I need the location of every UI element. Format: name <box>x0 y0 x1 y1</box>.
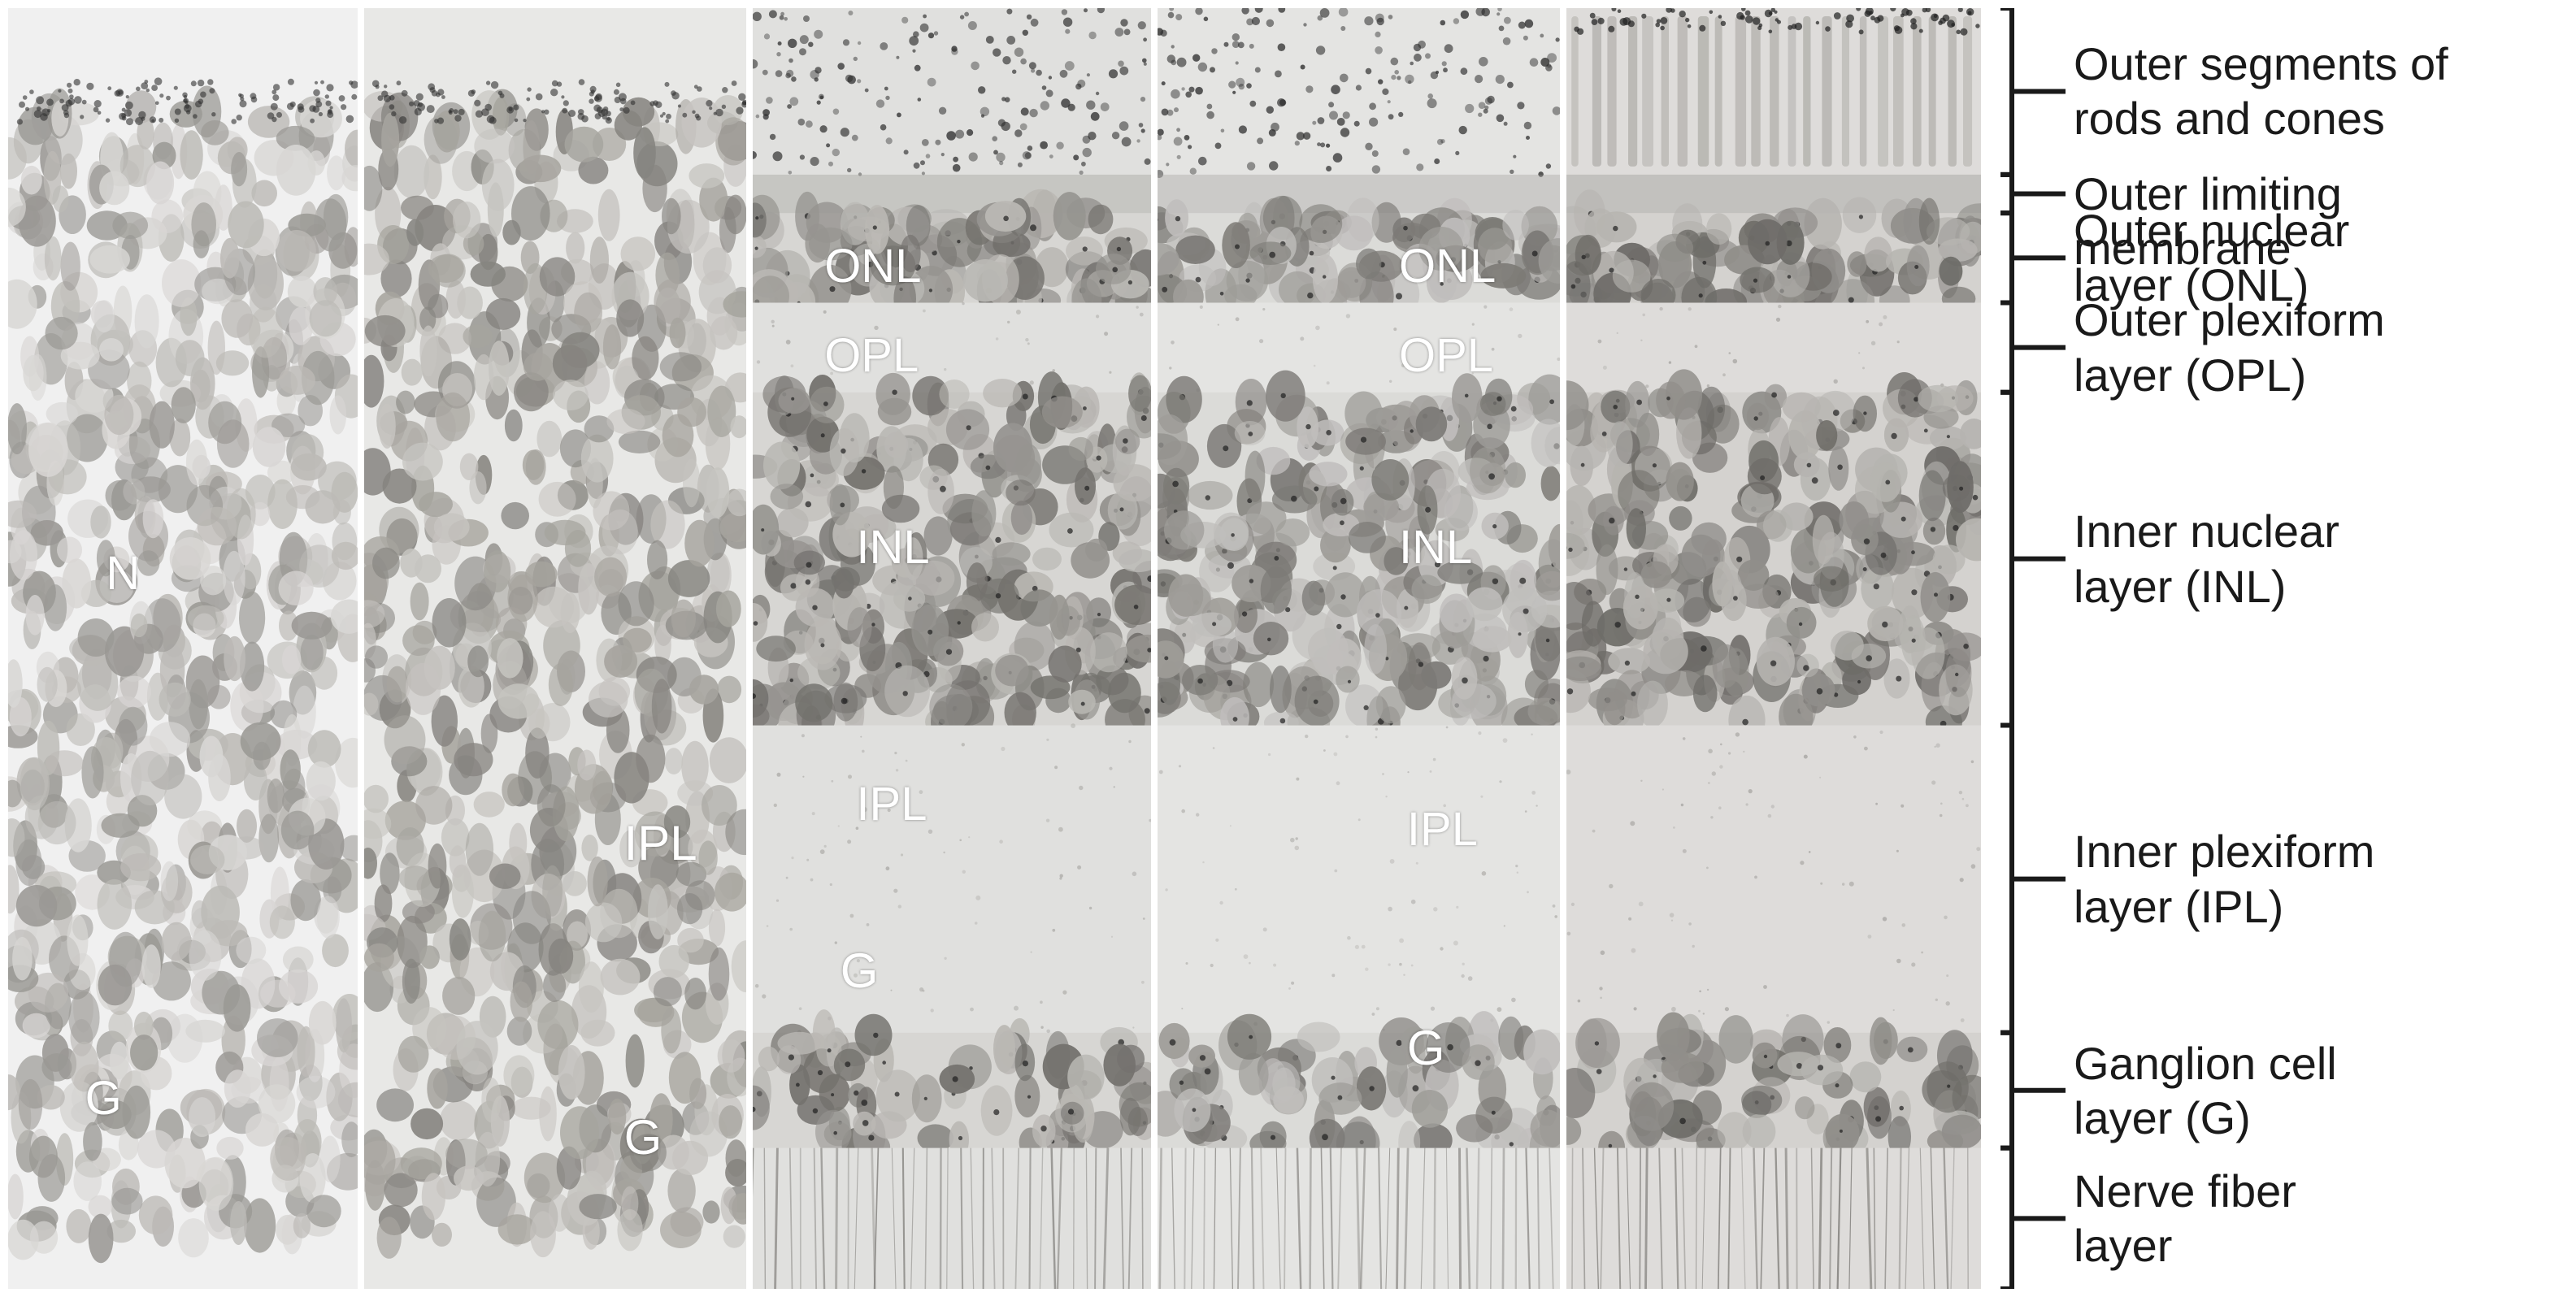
legend-label-nerve-fiber: Nerve fiberlayer <box>2074 1164 2296 1273</box>
legend-label-line: layer <box>2074 1218 2296 1273</box>
legend-label-line: layer (G) <box>2074 1091 2337 1145</box>
legend-label-ganglion: Ganglion celllayer (G) <box>2074 1036 2337 1145</box>
legend-label-line: layer (INL) <box>2074 559 2339 614</box>
legend-area: Outer segments ofrods and conesOuter lim… <box>1984 0 2576 1297</box>
legend-label-outer-segments: Outer segments ofrods and cones <box>2074 37 2448 145</box>
legend-label-line: Inner plexiform <box>2074 824 2374 878</box>
panel-3: ONLOPLINLIPLG <box>753 8 1151 1289</box>
legend-label-opl: Outer plexiformlayer (OPL) <box>2074 293 2385 401</box>
legend-label-line: Nerve fiber <box>2074 1164 2296 1218</box>
legend-brackets <box>1984 8 2066 1289</box>
legend-label-ipl: Inner plexiformlayer (IPL) <box>2074 824 2374 933</box>
panel-2: IPLG <box>364 8 746 1289</box>
legend-label-line: Outer segments of <box>2074 37 2448 91</box>
legend-label-line: layer (IPL) <box>2074 879 2374 934</box>
legend-label-line: layer (OPL) <box>2074 348 2385 402</box>
panel-4: ONLOPLINLIPLG <box>1158 8 1560 1289</box>
legend-label-line: Outer plexiform <box>2074 293 2385 347</box>
legend-label-line: Inner nuclear <box>2074 504 2339 558</box>
panel-1: NG <box>8 8 358 1289</box>
legend-label-line: rods and cones <box>2074 91 2448 145</box>
legend-label-line: Outer nuclear <box>2074 203 2349 258</box>
legend-label-inl: Inner nuclearlayer (INL) <box>2074 504 2339 613</box>
legend-label-line: Ganglion cell <box>2074 1036 2337 1091</box>
panel-5 <box>1566 8 1981 1289</box>
panels-area: NGIPLGONLOPLINLIPLGONLOPLINLIPLG <box>0 0 1984 1297</box>
legend-labels: Outer segments ofrods and conesOuter lim… <box>2074 8 2560 1289</box>
figure-container: NGIPLGONLOPLINLIPLGONLOPLINLIPLG Outer s… <box>0 0 2576 1297</box>
